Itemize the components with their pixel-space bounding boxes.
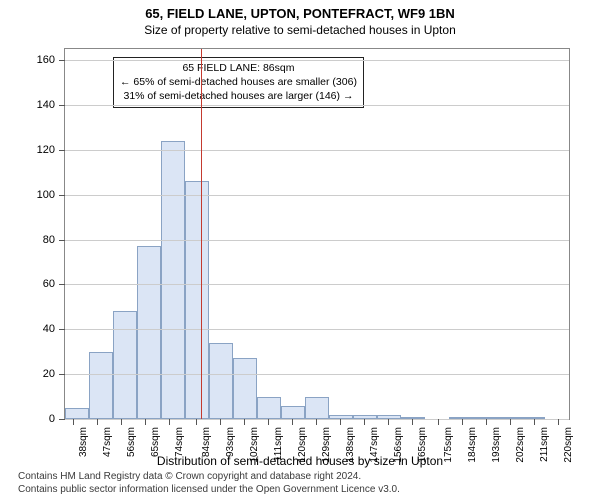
histogram-bar xyxy=(89,352,113,419)
y-gridline xyxy=(65,374,569,375)
y-gridline xyxy=(65,60,569,61)
footer-line1: Contains HM Land Registry data © Crown c… xyxy=(18,471,400,484)
y-gridline xyxy=(65,195,569,196)
y-tick-label: 80 xyxy=(43,234,65,246)
annotation-box: 65 FIELD LANE: 86sqm ← 65% of semi-detac… xyxy=(113,57,364,108)
y-gridline xyxy=(65,150,569,151)
histogram-bar xyxy=(281,406,305,419)
y-tick-label: 100 xyxy=(37,189,65,201)
footer-line2: Contains public sector information licen… xyxy=(18,484,400,497)
histogram-bar xyxy=(137,246,161,419)
histogram-bar xyxy=(65,408,89,419)
x-tick-label: 47sqm xyxy=(102,427,113,457)
chart-title-sub: Size of property relative to semi-detach… xyxy=(0,21,600,37)
x-tick-label: 38sqm xyxy=(78,427,89,457)
chart-container: 65, FIELD LANE, UPTON, PONTEFRACT, WF9 1… xyxy=(0,0,600,500)
y-tick-label: 140 xyxy=(37,99,65,111)
y-tick-label: 40 xyxy=(43,323,65,335)
footer: Contains HM Land Registry data © Crown c… xyxy=(18,471,400,496)
annotation-line1: 65 FIELD LANE: 86sqm xyxy=(120,61,357,75)
y-tick-label: 160 xyxy=(37,54,65,66)
annotation-line3: 31% of semi-detached houses are larger (… xyxy=(120,89,357,103)
y-gridline xyxy=(65,284,569,285)
histogram-bar xyxy=(185,181,209,419)
x-tick-label: 74sqm xyxy=(174,427,185,457)
histogram-bar xyxy=(233,358,257,419)
histogram-bar xyxy=(305,397,329,419)
y-gridline xyxy=(65,419,569,420)
y-tick-label: 0 xyxy=(49,413,65,425)
y-tick-label: 20 xyxy=(43,368,65,380)
x-axis-label: Distribution of semi-detached houses by … xyxy=(0,454,600,468)
histogram-bar xyxy=(257,397,281,419)
histogram-bar xyxy=(113,311,137,419)
chart-title-main: 65, FIELD LANE, UPTON, PONTEFRACT, WF9 1… xyxy=(0,0,600,21)
plot-area: 65 FIELD LANE: 86sqm ← 65% of semi-detac… xyxy=(64,48,570,420)
annotation-line2: ← 65% of semi-detached houses are smalle… xyxy=(120,75,357,89)
y-tick-label: 60 xyxy=(43,278,65,290)
reference-line xyxy=(201,49,202,419)
x-tick-label: 56sqm xyxy=(126,427,137,457)
x-tick-label: 84sqm xyxy=(201,427,212,457)
y-tick-label: 120 xyxy=(37,144,65,156)
histogram-bar xyxy=(161,141,185,419)
x-tick-label: 65sqm xyxy=(150,427,161,457)
x-tick-label: 93sqm xyxy=(225,427,236,457)
histogram-bar xyxy=(209,343,233,419)
y-gridline xyxy=(65,105,569,106)
y-gridline xyxy=(65,240,569,241)
y-gridline xyxy=(65,329,569,330)
